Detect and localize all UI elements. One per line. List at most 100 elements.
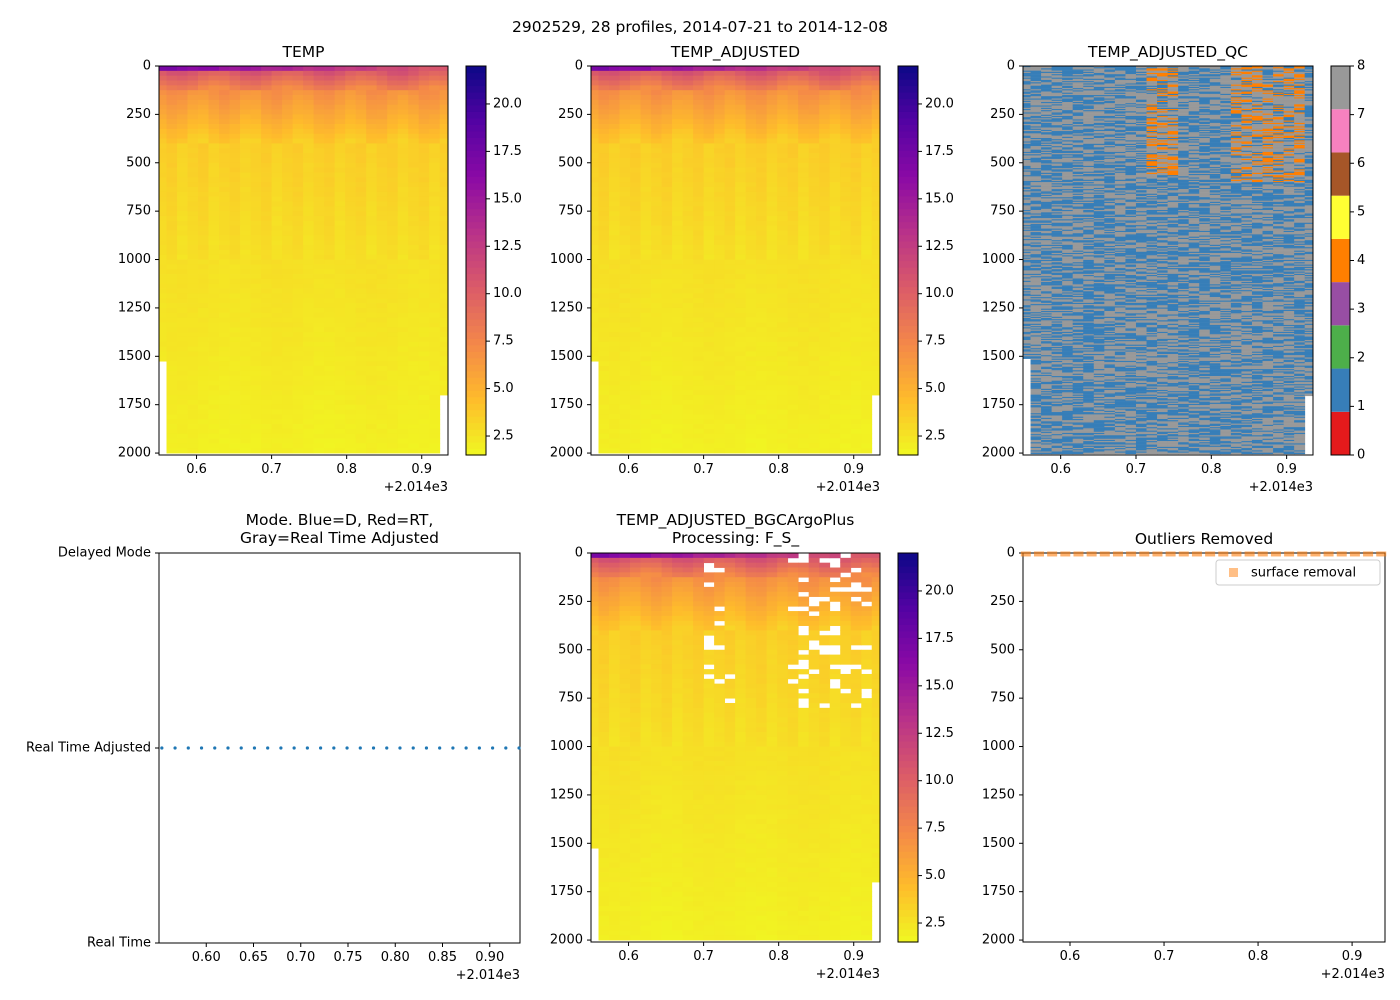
temp-cell <box>240 167 251 173</box>
temp-xtick-label: 0.7 <box>261 462 282 477</box>
temp-cell <box>397 370 409 377</box>
temp-cell <box>240 99 251 106</box>
temp_adjusted-cell <box>651 128 662 135</box>
temp-cell <box>334 186 346 193</box>
temp-cell <box>345 365 357 372</box>
temp-cell <box>313 293 325 299</box>
temp_adjusted-cell <box>766 356 778 362</box>
temp-cell <box>408 312 420 318</box>
temp-cell <box>177 114 188 120</box>
temp-cell <box>418 259 430 265</box>
temp_adjusted-cell <box>798 186 810 193</box>
temp_adjusted-cell <box>808 264 820 270</box>
temp-cell <box>366 390 378 396</box>
temp_adjusted_qc-cell <box>1023 183 1031 185</box>
temp-cell <box>240 177 251 183</box>
temp_adjusted-cell <box>819 361 831 367</box>
temp-cell <box>376 245 388 251</box>
temp-cell <box>261 307 272 314</box>
temp_adjusted-cell <box>735 128 747 135</box>
temp-cell <box>229 225 241 231</box>
temp_adjusted-colorbar-band <box>898 305 918 313</box>
temp_adjusted-cell <box>850 424 862 430</box>
temp_adjusted-cell <box>829 385 841 391</box>
temp-cell <box>250 365 262 372</box>
temp-cell <box>355 419 367 425</box>
temp_adjusted-cell <box>777 119 789 125</box>
temp-cell <box>408 414 420 420</box>
temp_adjusted-cell <box>756 215 768 222</box>
temp-cell <box>429 138 441 144</box>
temp-cell <box>159 278 167 285</box>
temp-cell <box>166 124 178 130</box>
temp_adjusted-cell <box>829 361 841 367</box>
temp-cell <box>219 225 230 231</box>
temp_adjusted-cell <box>682 259 694 265</box>
temp-cell <box>303 220 315 227</box>
temp_adjusted-cell <box>661 90 673 96</box>
temp-cell <box>271 254 283 260</box>
temp_adjusted_qc-cell <box>1023 199 1031 201</box>
temp-cell <box>397 254 409 260</box>
temp-cell <box>282 438 294 444</box>
temp-cell <box>240 70 251 77</box>
temp_adjusted-cell <box>829 298 841 304</box>
temp-cell <box>229 162 241 169</box>
temp-cell <box>408 433 420 439</box>
temp-colorbar-band <box>466 273 486 281</box>
temp_adjusted-cell <box>819 385 831 391</box>
temp_adjusted-cell <box>735 138 747 144</box>
temp_adjusted-cell <box>714 162 726 169</box>
temp_adjusted-cell <box>619 186 631 193</box>
temp-cell <box>208 346 220 352</box>
temp_adjusted-colorbar-band <box>898 137 918 145</box>
temp-cell <box>219 433 230 439</box>
temp_adjusted-colorbar-band <box>898 195 918 203</box>
temp_adjusted-cell <box>798 133 810 139</box>
temp_adjusted-cell <box>619 264 631 270</box>
temp_adjusted-cell <box>714 438 726 444</box>
temp-cell <box>429 80 441 86</box>
temp-cell <box>334 148 346 154</box>
temp-cell <box>282 245 294 251</box>
temp_adjusted-cell <box>724 375 736 381</box>
temp-cell <box>418 361 430 367</box>
temp-cell <box>418 264 430 270</box>
temp_adjusted-cell <box>808 443 820 449</box>
temp-cell <box>219 157 230 164</box>
temp-cell <box>439 385 448 391</box>
temp_adjusted-cell <box>777 274 789 280</box>
temp-cell <box>282 99 294 106</box>
temp-cell <box>303 99 315 106</box>
temp_adjusted-cell <box>672 225 683 231</box>
temp_adjusted-cell <box>850 385 862 391</box>
temp_adjusted-cell <box>850 443 862 449</box>
temp_adjusted-cell <box>871 177 880 183</box>
temp_adjusted-cell <box>756 385 768 391</box>
temp_adjusted-cell <box>619 317 631 323</box>
temp_adjusted_qc-cell <box>1023 301 1031 304</box>
temp-cell <box>439 206 448 212</box>
temp-cell <box>345 172 357 178</box>
temp_adjusted-cell <box>693 346 704 352</box>
temp-cell <box>292 351 304 357</box>
temp-cell <box>271 264 283 270</box>
temp-cell <box>345 119 357 125</box>
temp-cell <box>292 124 304 130</box>
temp_adjusted-cell <box>591 293 599 299</box>
temp_adjusted-cell <box>756 109 768 115</box>
temp-cell <box>366 303 378 309</box>
temp-cell <box>376 312 388 318</box>
temp_adjusted-cell <box>598 206 610 212</box>
temp-cell <box>429 99 441 106</box>
temp_adjusted-cell <box>619 240 631 246</box>
temp_adjusted-cell <box>777 448 789 454</box>
temp_adjusted-cell <box>714 269 726 275</box>
temp_adjusted-cell <box>829 370 841 377</box>
temp_adjusted-cell <box>672 293 683 299</box>
temp-cell <box>439 157 448 164</box>
temp_adjusted_qc-cell <box>1023 291 1031 293</box>
temp_adjusted-cell <box>840 448 852 454</box>
temp-cell <box>187 283 199 289</box>
temp-cell <box>387 322 399 328</box>
